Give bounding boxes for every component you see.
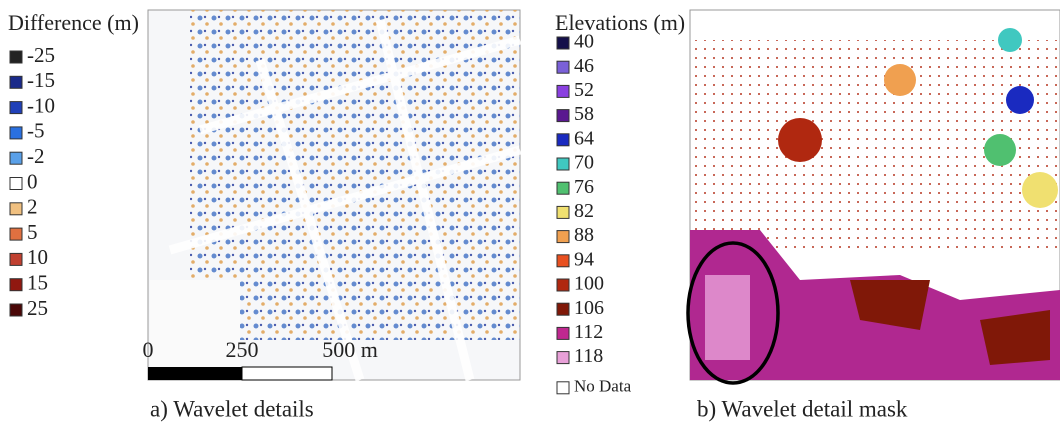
legend-swatch xyxy=(557,352,569,364)
legend-label: 64 xyxy=(574,127,594,149)
legend-swatch xyxy=(10,102,22,114)
legend-swatch xyxy=(557,231,569,243)
legend-label: No Data xyxy=(574,377,632,396)
legend-swatch xyxy=(557,110,569,122)
legend-swatch xyxy=(10,127,22,139)
caption: a) Wavelet details xyxy=(150,396,314,421)
map-a xyxy=(148,10,520,380)
legend-label: 58 xyxy=(574,103,594,125)
legend-swatch xyxy=(557,206,569,218)
legend-label: 10 xyxy=(27,245,48,269)
legend-label: -15 xyxy=(27,68,55,92)
figure: 0 250 500 m a) Wavelet details b) Wavele… xyxy=(0,0,1060,427)
legend-label: 106 xyxy=(574,297,604,319)
legend-label: 88 xyxy=(574,224,594,246)
legend-label: 100 xyxy=(574,273,604,295)
legend-label: 5 xyxy=(27,220,38,244)
legend-swatch xyxy=(557,61,569,73)
legend-swatch xyxy=(10,178,22,190)
legend-swatch xyxy=(10,152,22,164)
legend-swatch xyxy=(557,382,569,394)
legend-swatch xyxy=(10,51,22,63)
legend-swatch xyxy=(557,158,569,170)
legend-label: 46 xyxy=(574,55,594,77)
legend-swatch xyxy=(557,182,569,194)
legend-label: -2 xyxy=(27,144,45,168)
scale-label: 0 xyxy=(143,337,154,362)
legend-swatch xyxy=(10,76,22,88)
legend-label: 94 xyxy=(574,248,594,270)
legend-label: 40 xyxy=(574,31,594,53)
scale-label: 500 m xyxy=(322,337,378,362)
legend-label: 25 xyxy=(27,296,48,320)
caption: b) Wavelet detail mask xyxy=(697,396,908,421)
legend-label: 70 xyxy=(574,152,594,174)
legend-swatch xyxy=(10,228,22,240)
legend-swatch xyxy=(10,304,22,316)
map-b xyxy=(688,10,1060,383)
legend-label: 52 xyxy=(574,79,594,101)
legend-label: 2 xyxy=(27,195,38,219)
legend-swatch xyxy=(557,279,569,291)
legend-swatch xyxy=(557,85,569,97)
legend-swatch xyxy=(10,253,22,265)
legend-label: 76 xyxy=(574,176,594,198)
legend-swatch xyxy=(557,37,569,49)
legend-label: -5 xyxy=(27,119,45,143)
legend-swatch xyxy=(557,327,569,339)
legend-label: 118 xyxy=(574,345,603,367)
legend-label: -10 xyxy=(27,93,55,117)
legend-swatch xyxy=(557,134,569,146)
legend-label: 82 xyxy=(574,200,594,222)
legend-swatch xyxy=(557,303,569,315)
legend-swatch xyxy=(557,255,569,267)
legend-label: 112 xyxy=(574,321,603,343)
legend-label: 15 xyxy=(27,271,48,295)
legend-title: Difference (m) xyxy=(8,10,139,35)
legend-label: -25 xyxy=(27,43,55,67)
legend-swatch xyxy=(10,279,22,291)
legend-label: 0 xyxy=(27,169,38,193)
legend-swatch xyxy=(10,203,22,215)
scale-label: 250 xyxy=(226,337,259,362)
